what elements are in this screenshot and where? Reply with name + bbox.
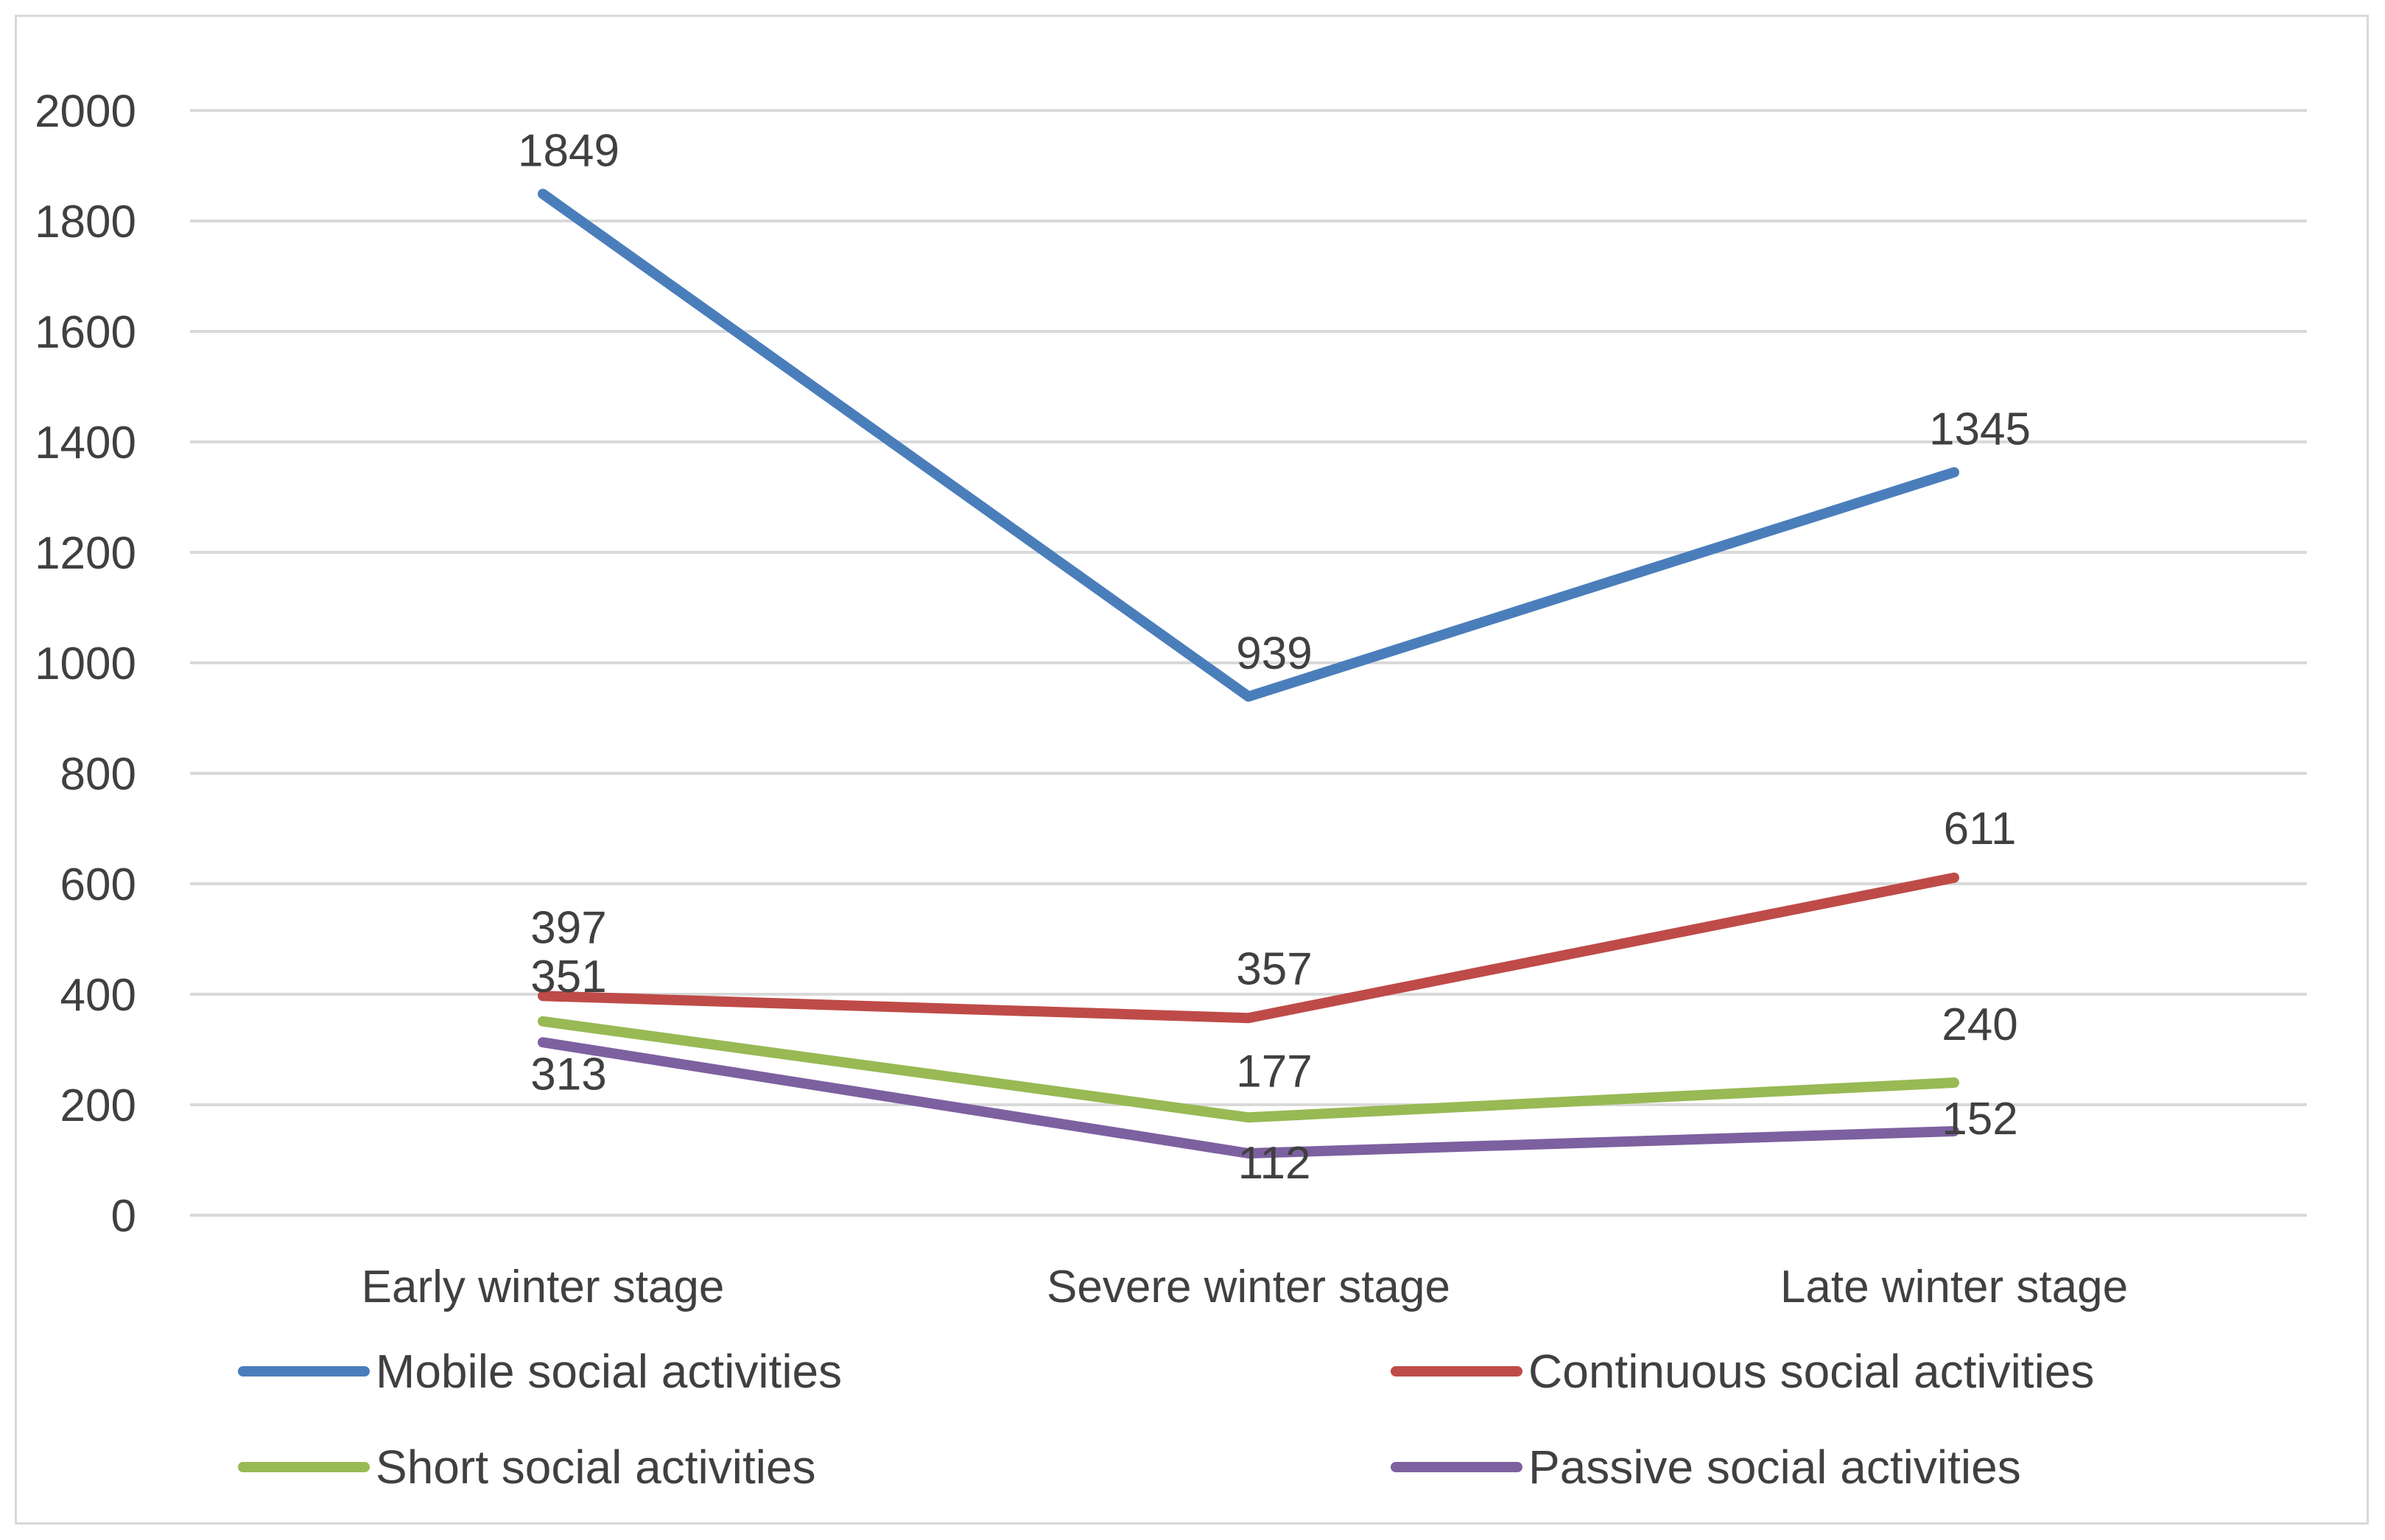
legend: Mobile social activities Continuous socia… [238, 1345, 2094, 1494]
series-line-continuous-social-activities [538, 872, 1959, 1024]
series-line-mobile-social-activities [538, 189, 1959, 702]
y-tick-label: 200 [60, 1080, 136, 1131]
data-label-short-social-activities: 240 [1942, 999, 2017, 1050]
y-tick-label: 1200 [35, 528, 136, 579]
legend-label-passive-social-activities: Passive social activities [1528, 1441, 2021, 1494]
gridlines [190, 109, 2307, 1217]
y-tick-label: 400 [60, 970, 136, 1021]
data-label-continuous-social-activities: 611 [1944, 804, 2017, 854]
data-label-short-social-activities: 351 [530, 952, 606, 1002]
chart-frame [15, 15, 2369, 1525]
data-label-passive-social-activities: 152 [1942, 1094, 2017, 1145]
y-tick-label: 0 [111, 1191, 136, 1242]
y-tick-label: 600 [60, 859, 136, 910]
y-tick-label: 800 [60, 749, 136, 800]
data-label-mobile-social-activities: 1849 [518, 125, 619, 176]
y-tick-label: 1800 [35, 197, 136, 247]
x-category-label-late-winter-stage: Late winter stage [1780, 1262, 2128, 1312]
legend-label-mobile-social-activities: Mobile social activities [376, 1345, 842, 1398]
y-tick-label: 1600 [35, 307, 136, 358]
data-label-continuous-social-activities: 357 [1236, 943, 1312, 994]
x-category-label-early-winter-stage: Early winter stage [362, 1262, 725, 1312]
x-axis-category-labels: Early winter stage Severe winter stage Lat… [362, 1262, 2128, 1312]
data-label-mobile-social-activities: 939 [1236, 628, 1312, 679]
x-category-label-severe-winter-stage: Severe winter stage [1047, 1262, 1450, 1312]
legend-label-continuous-social-activities: Continuous social activities [1528, 1345, 2094, 1398]
y-tick-label: 1400 [35, 418, 136, 468]
y-tick-label: 2000 [35, 86, 136, 137]
series-line-short-social-activities [538, 1016, 1959, 1123]
y-tick-label: 1000 [35, 639, 136, 689]
series-lines [538, 189, 1959, 1158]
data-label-continuous-social-activities: 397 [530, 902, 606, 953]
data-labels: 1849 939 1345 397 357 611 351 177 240 313 112 152 [518, 125, 2031, 1189]
data-label-short-social-activities: 177 [1236, 1046, 1312, 1097]
legend-label-short-social-activities: Short social activities [376, 1441, 816, 1494]
series-line-passive-social-activities [538, 1037, 1959, 1158]
data-label-passive-social-activities: 313 [530, 1049, 606, 1100]
y-axis-tick-labels: 0 200 400 600 800 1000 1200 1400 1600 1800 2000 [35, 86, 136, 1242]
data-label-passive-social-activities: 112 [1238, 1138, 1311, 1189]
data-label-mobile-social-activities: 1345 [1929, 404, 2031, 454]
